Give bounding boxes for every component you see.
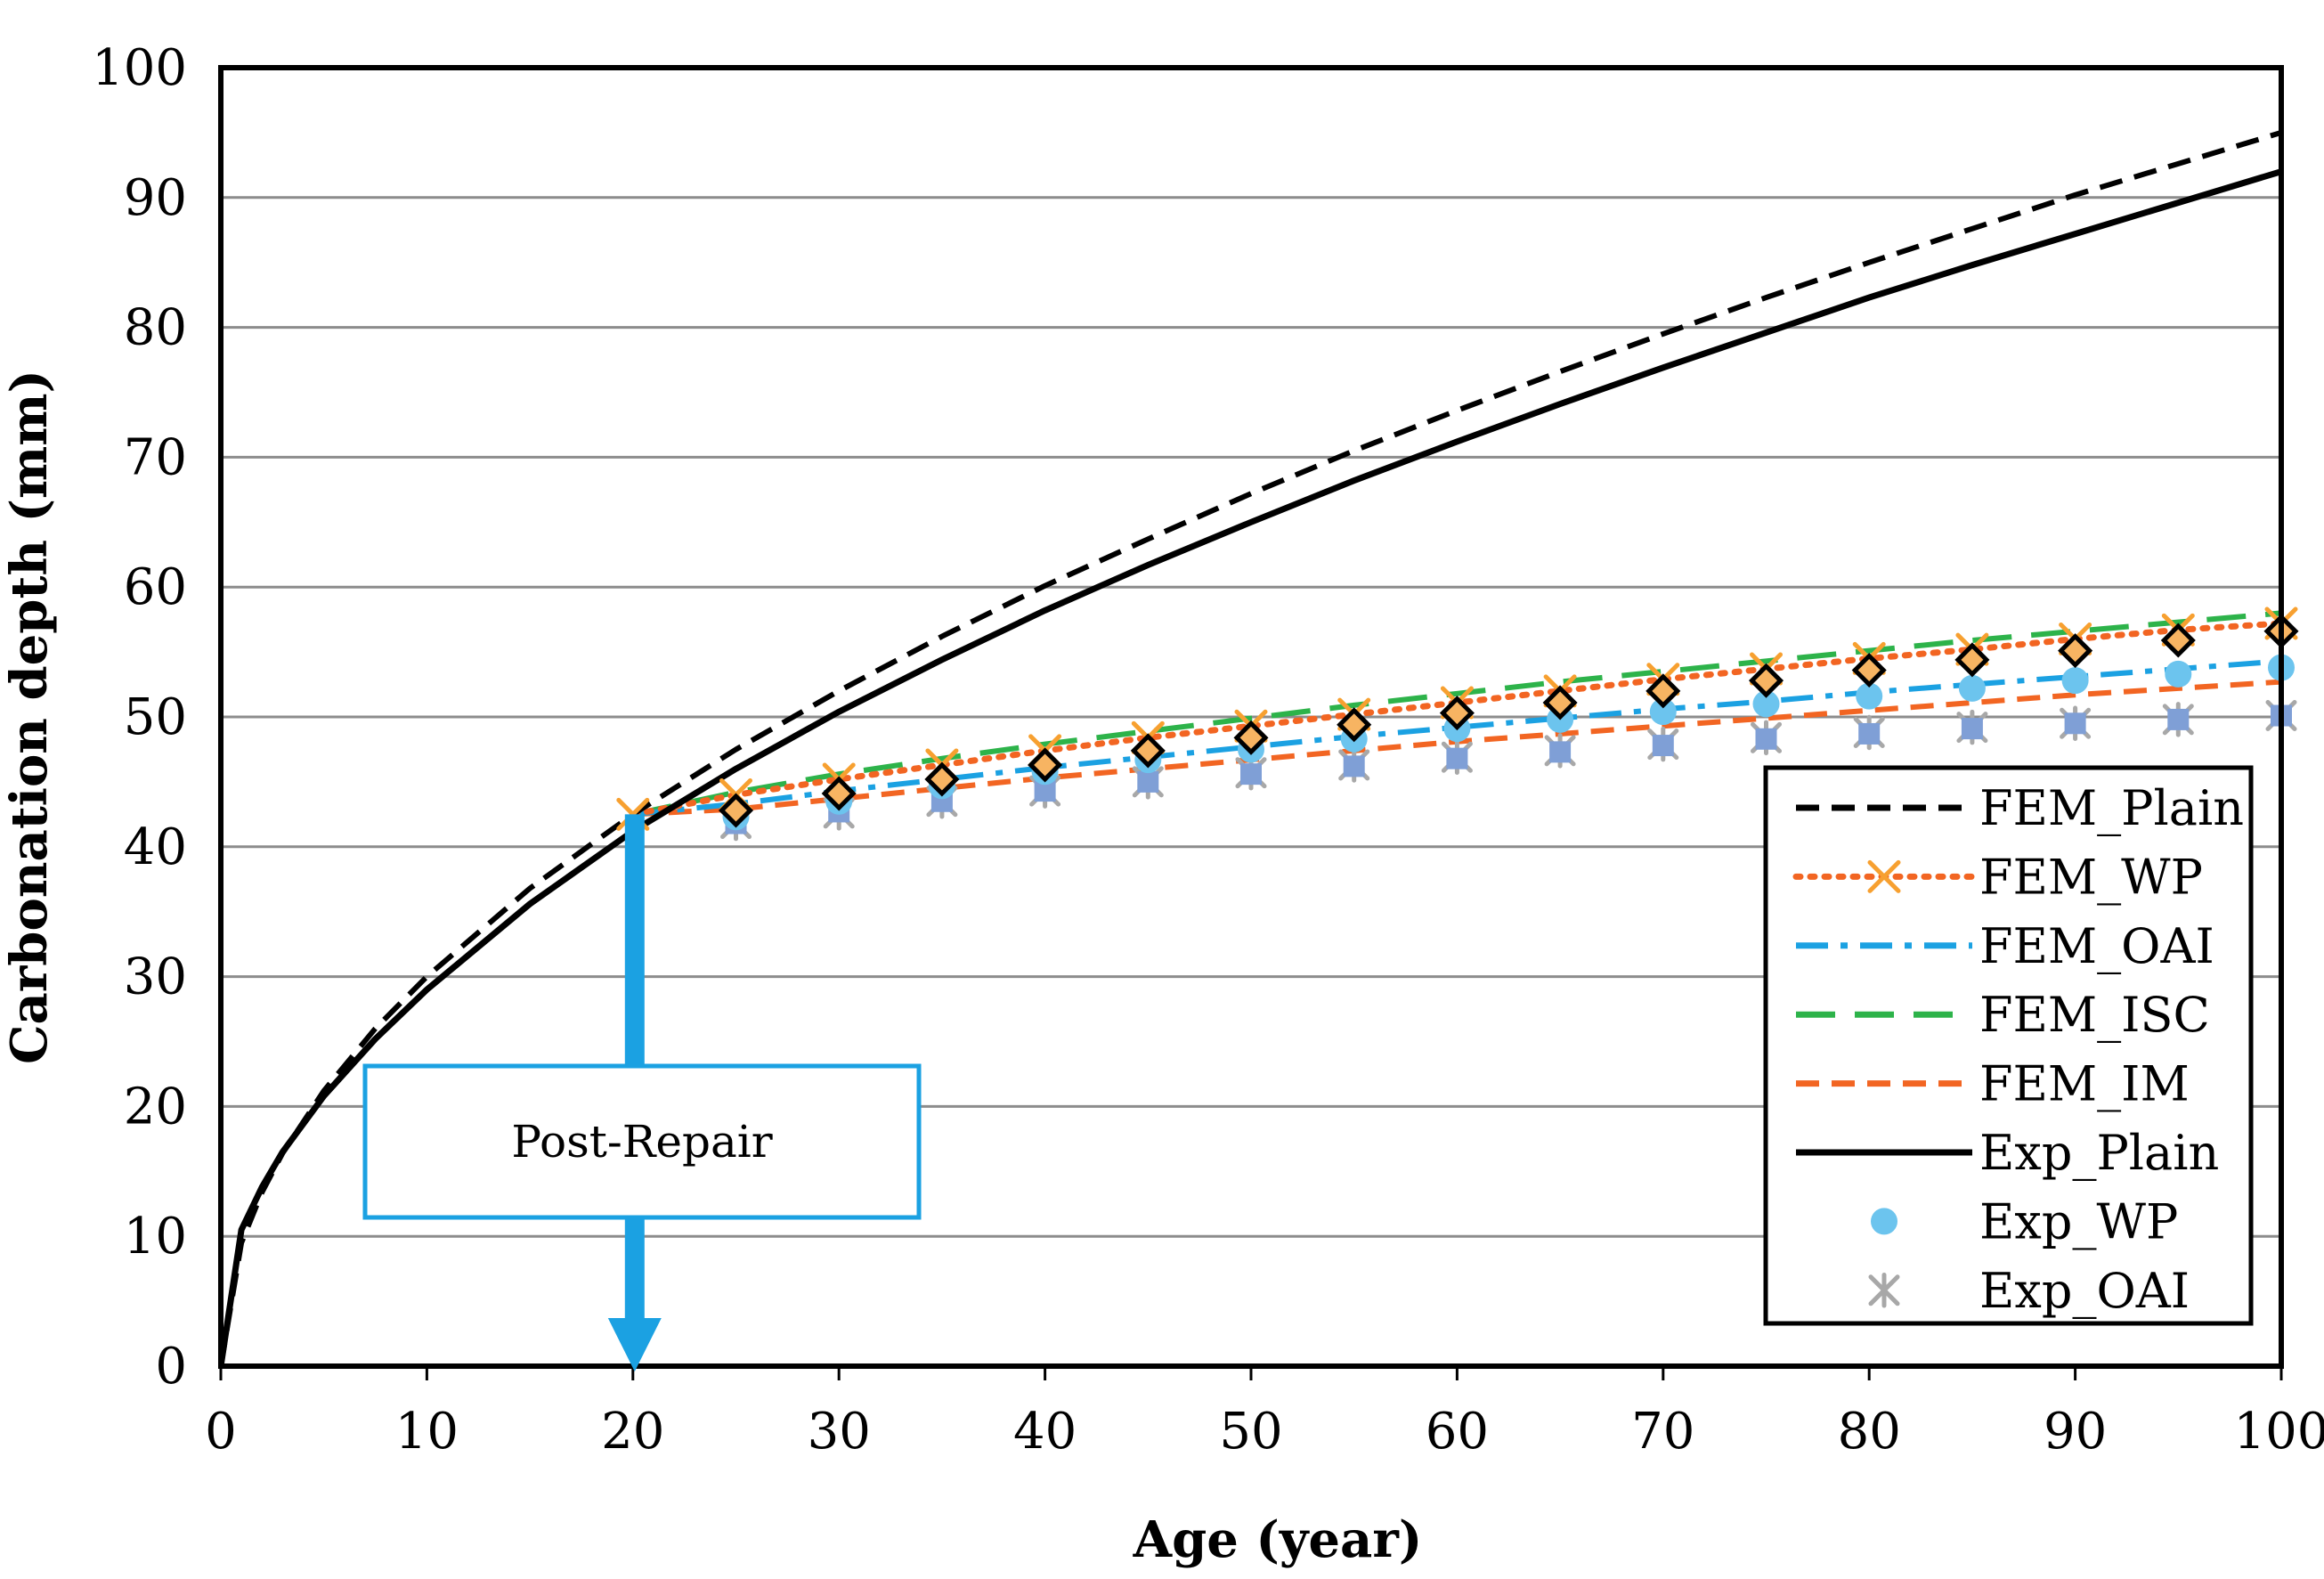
exp-wp-marker (2061, 667, 2089, 695)
square-marker (1446, 747, 1468, 769)
x-tick-label-90: 90 (2044, 1403, 2107, 1461)
legend-label-fem-isc: FEM_ISC (1979, 987, 2210, 1043)
square-marker (1240, 763, 1262, 785)
legend-label-exp-oai: Exp_OAI (1979, 1263, 2190, 1319)
x-axis-title: Age (year) (1133, 1510, 1423, 1569)
legend-label-exp-plain: Exp_Plain (1979, 1125, 2219, 1181)
x-tick-label-30: 30 (808, 1403, 871, 1461)
diamond-marker (1851, 652, 1887, 688)
y-tick-label-30: 30 (124, 948, 187, 1006)
diamond-marker (924, 761, 960, 797)
diamond-marker (1337, 707, 1372, 743)
y-tick-label-70: 70 (124, 428, 187, 486)
legend-label-fem-plain: FEM_Plain (1979, 780, 2244, 836)
square-marker (2064, 712, 2086, 735)
y-tick-label-60: 60 (124, 558, 187, 616)
diamond-marker (1645, 673, 1681, 709)
y-tick-label-0: 0 (155, 1338, 187, 1396)
x-tick-label-0: 0 (205, 1403, 237, 1461)
diamond-marker (1439, 696, 1475, 731)
diamond-marker (1233, 720, 1269, 755)
y-axis-title: Carbonation depth (mm) (0, 370, 59, 1064)
series-line-fem-isc (632, 610, 2282, 818)
y-tick-label-20: 20 (124, 1078, 187, 1135)
diamond-marker (1028, 747, 1063, 783)
exp-wp-marker (1752, 690, 1780, 718)
legend-label-fem-wp: FEM_WP (1979, 849, 2203, 905)
square-marker (1343, 755, 1365, 777)
diamond-marker (1130, 733, 1166, 769)
square-marker (1755, 728, 1777, 750)
series-line-fem-oai (632, 658, 2282, 818)
exp-wp-marker (1958, 674, 1986, 702)
series-line-fem-plain (219, 130, 2282, 1366)
diamond-marker (1542, 685, 1578, 720)
legend-item-exp-plain: Exp_Plain (1796, 1125, 2219, 1181)
legend-box (1763, 765, 2254, 1326)
x-tick-label-40: 40 (1013, 1403, 1077, 1461)
exp-wp-marker (2165, 660, 2192, 688)
x-tick-label-60: 60 (1426, 1403, 1489, 1461)
legend-label-exp-wp: Exp_WP (1979, 1193, 2178, 1249)
x-tick-label-10: 10 (395, 1403, 459, 1461)
legend-marker-exp-oai (1868, 1273, 1900, 1308)
x-tick-label-50: 50 (1219, 1403, 1282, 1461)
legend-item-fem-plain: FEM_Plain (1796, 780, 2244, 836)
y-tick-label-80: 80 (124, 299, 187, 357)
exp-wp-marker (1856, 682, 1883, 710)
square-marker (1961, 718, 1983, 740)
exp-wp-marker (1649, 698, 1677, 726)
annotation-text: Post-Repair (511, 1116, 772, 1168)
x-tick-label-70: 70 (1631, 1403, 1694, 1461)
legend-item-fem-oai: FEM_OAI (1796, 918, 2214, 974)
legend-label-fem-oai: FEM_OAI (1979, 918, 2214, 974)
y-tick-label-50: 50 (124, 688, 187, 746)
legend-item-fem-im: FEM_IM (1796, 1056, 2190, 1112)
annotation-arrow-head (607, 1318, 662, 1371)
legend-marker-exp-wp (1871, 1208, 1897, 1235)
legend-item-fem-isc: FEM_ISC (1796, 987, 2210, 1043)
square-marker (1137, 770, 1159, 793)
x-tick-label-80: 80 (1838, 1403, 1901, 1461)
y-tick-label-40: 40 (124, 818, 187, 876)
series-line-exp-plain (219, 168, 2283, 1366)
diamond-marker (1954, 642, 1990, 678)
square-marker (1858, 722, 1881, 745)
diamond-marker (821, 776, 857, 811)
y-tick-label-100: 100 (92, 39, 187, 97)
square-marker (2167, 708, 2190, 730)
legend-marker-fem-wp (1867, 859, 1901, 893)
diamond-marker (2058, 633, 2093, 669)
x-tick-label-20: 20 (601, 1403, 664, 1461)
legend-item-fem-wp: FEM_WP (1792, 849, 2203, 905)
square-marker (1549, 741, 1572, 763)
square-marker (1652, 735, 1674, 757)
legend-item-exp-wp: Exp_WP (1871, 1193, 2178, 1249)
diamond-marker (1748, 663, 1784, 698)
x-tick-label-100: 100 (2234, 1403, 2324, 1461)
y-tick-label-90: 90 (124, 169, 187, 227)
annotation-box (362, 1063, 922, 1220)
diamond-marker (2160, 623, 2196, 658)
diamond-marker (718, 793, 754, 828)
y-tick-label-10: 10 (124, 1208, 187, 1266)
legend-label-fem-im: FEM_IM (1979, 1056, 2190, 1112)
legend-item-exp-oai: Exp_OAI (1868, 1263, 2190, 1319)
